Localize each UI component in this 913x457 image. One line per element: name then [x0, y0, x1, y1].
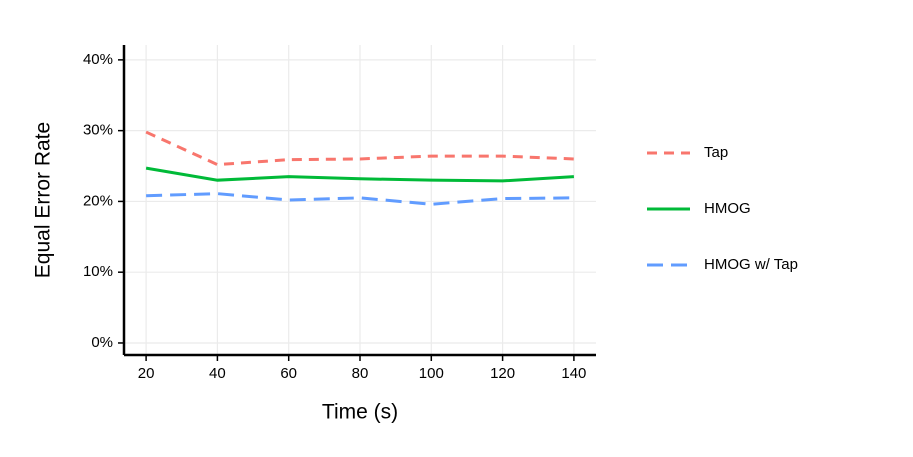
x-tick-label: 60 — [280, 365, 297, 382]
y-tick-label: 10% — [83, 263, 113, 280]
y-tick-label: 40% — [83, 51, 113, 68]
series-line — [145, 166, 574, 183]
x-tick-label: 100 — [419, 365, 444, 382]
legend-label: HMOG w/ Tap — [704, 256, 798, 273]
x-axis-label: Time (s) — [322, 401, 398, 424]
legend-label: HMOG — [704, 200, 751, 217]
x-tick-label: 80 — [352, 365, 369, 382]
x-tick-label: 20 — [138, 365, 155, 382]
y-tick-label: 20% — [83, 192, 113, 209]
y-tick-label: 30% — [83, 122, 113, 139]
y-axis-label: Equal Error Rate — [32, 122, 55, 278]
x-tick-label: 140 — [561, 365, 586, 382]
x-tick-label: 40 — [209, 365, 226, 382]
x-tick-label: 120 — [490, 365, 515, 382]
legend-label: Tap — [704, 144, 728, 161]
y-tick-label: 0% — [91, 334, 113, 351]
series-line — [145, 130, 574, 167]
